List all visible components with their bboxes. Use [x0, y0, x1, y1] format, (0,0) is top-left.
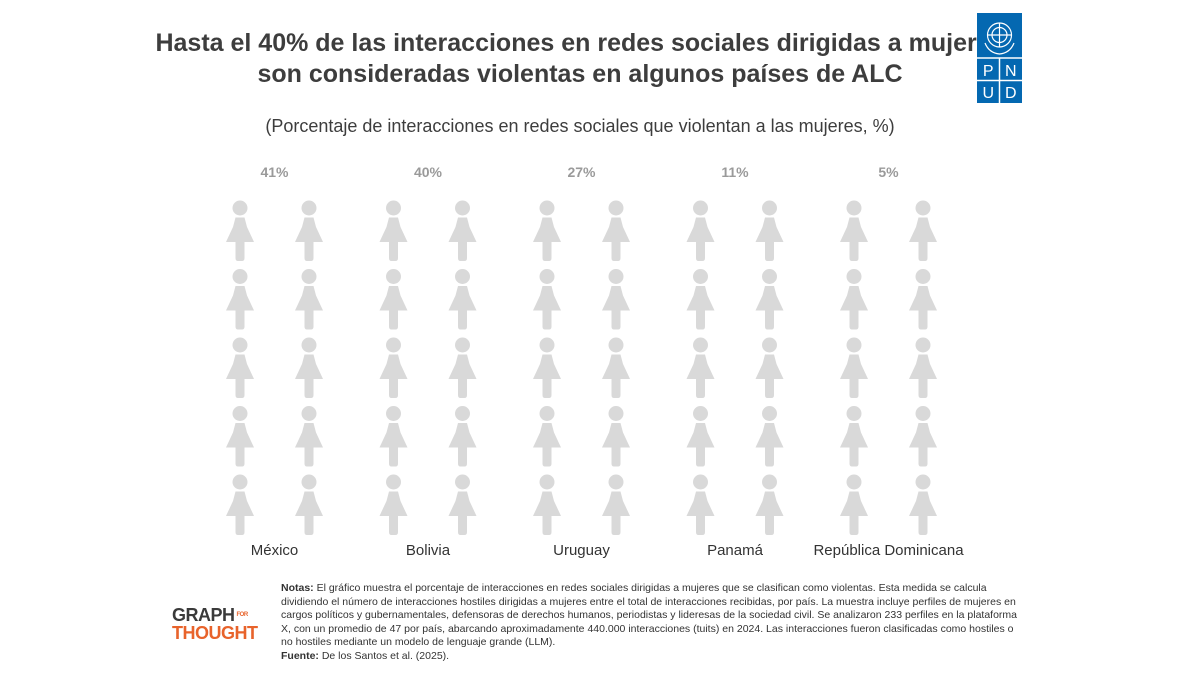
woman-icon: [533, 269, 561, 330]
brand-superscript: FOR: [236, 612, 249, 618]
woman-icon: [226, 200, 254, 261]
woman-icon: [840, 406, 868, 467]
woman-icon: [226, 337, 254, 398]
woman-icon: [909, 269, 937, 330]
country-label: Bolivia: [406, 542, 451, 559]
woman-icon: [909, 406, 937, 467]
woman-icon: [602, 406, 630, 467]
notes-label: Notas:: [281, 582, 314, 594]
woman-icon: [686, 200, 715, 261]
source-label: Fuente:: [281, 649, 319, 662]
woman-icon: [295, 337, 323, 398]
woman-icon: [686, 474, 715, 535]
woman-icon: [379, 337, 408, 398]
woman-icon: [840, 337, 868, 398]
logo-letter-u: U: [982, 85, 994, 102]
country-label: Uruguay: [553, 542, 610, 559]
woman-icon: [686, 406, 715, 467]
woman-icon: [686, 337, 715, 398]
un-emblem-icon: [984, 22, 1015, 55]
pictogram-chart: 41% México 40% Bolivia 27% Uruguay 11% Panamá 5%…: [226, 164, 964, 559]
woman-icon: [755, 337, 784, 398]
brand-line1: GRAPH: [172, 605, 235, 625]
value-label: 5%: [878, 164, 899, 180]
woman-icon: [448, 200, 477, 261]
country-group-republica-dominicana: 5% República Dominicana: [813, 164, 964, 559]
value-label: 11%: [721, 164, 749, 180]
country-group-bolivia: 40% Bolivia: [379, 164, 477, 559]
woman-icon: [755, 269, 784, 330]
country-group-panama: 11% Panamá: [686, 164, 784, 559]
woman-icon: [840, 200, 868, 261]
woman-icon: [755, 406, 784, 467]
woman-icon: [226, 269, 254, 330]
woman-icon: [840, 269, 868, 330]
country-group-mexico: 41% México: [226, 164, 323, 559]
woman-icon: [533, 474, 561, 535]
woman-icon: [226, 474, 254, 535]
logo-letter-n: N: [1005, 63, 1017, 80]
value-label: 40%: [414, 164, 443, 180]
woman-icon: [602, 337, 630, 398]
woman-icon: [448, 269, 477, 330]
woman-icon: [686, 269, 715, 330]
woman-icon: [840, 474, 868, 535]
woman-icon: [295, 474, 323, 535]
notes-text: El gráfico muestra el porcentaje de inte…: [281, 582, 1018, 648]
woman-icon: [379, 200, 408, 261]
woman-icon: [448, 474, 477, 535]
logo-letter-d: D: [1005, 85, 1017, 102]
chart-title: Hasta el 40% de las interacciones en red…: [155, 29, 1005, 88]
woman-icon: [379, 474, 408, 535]
woman-icon: [533, 337, 561, 398]
logo-letter-p: P: [983, 63, 994, 80]
woman-icon: [602, 200, 630, 261]
country-group-uruguay: 27% Uruguay: [533, 164, 630, 559]
brand-line2: THOUGHT: [172, 623, 258, 643]
woman-icon: [755, 200, 784, 261]
woman-icon: [755, 474, 784, 535]
chart-notes: Notas: El gráfico muestra el porcentaje …: [281, 582, 1021, 663]
country-label: México: [251, 542, 299, 559]
woman-icon: [295, 200, 323, 261]
woman-icon: [295, 406, 323, 467]
country-label: República Dominicana: [813, 542, 964, 559]
woman-icon: [602, 269, 630, 330]
woman-icon: [602, 474, 630, 535]
graph-for-thought-logo: GRAPH FOR THOUGHT: [172, 606, 282, 642]
woman-icon: [448, 406, 477, 467]
undp-logo: P N U D: [977, 13, 1022, 103]
woman-icon: [909, 337, 937, 398]
value-label: 41%: [260, 164, 289, 180]
woman-icon: [533, 200, 561, 261]
woman-icon: [379, 269, 408, 330]
source-text: De los Santos et al. (2025).: [321, 649, 450, 662]
woman-icon: [909, 474, 937, 535]
woman-icon: [379, 406, 408, 467]
chart-subtitle: (Porcentaje de interacciones en redes so…: [265, 116, 895, 136]
country-label: Panamá: [707, 542, 764, 559]
woman-icon: [226, 406, 254, 467]
value-label: 27%: [567, 164, 596, 180]
woman-icon: [295, 269, 323, 330]
woman-icon: [448, 337, 477, 398]
woman-icon: [533, 406, 561, 467]
woman-icon: [909, 200, 937, 261]
